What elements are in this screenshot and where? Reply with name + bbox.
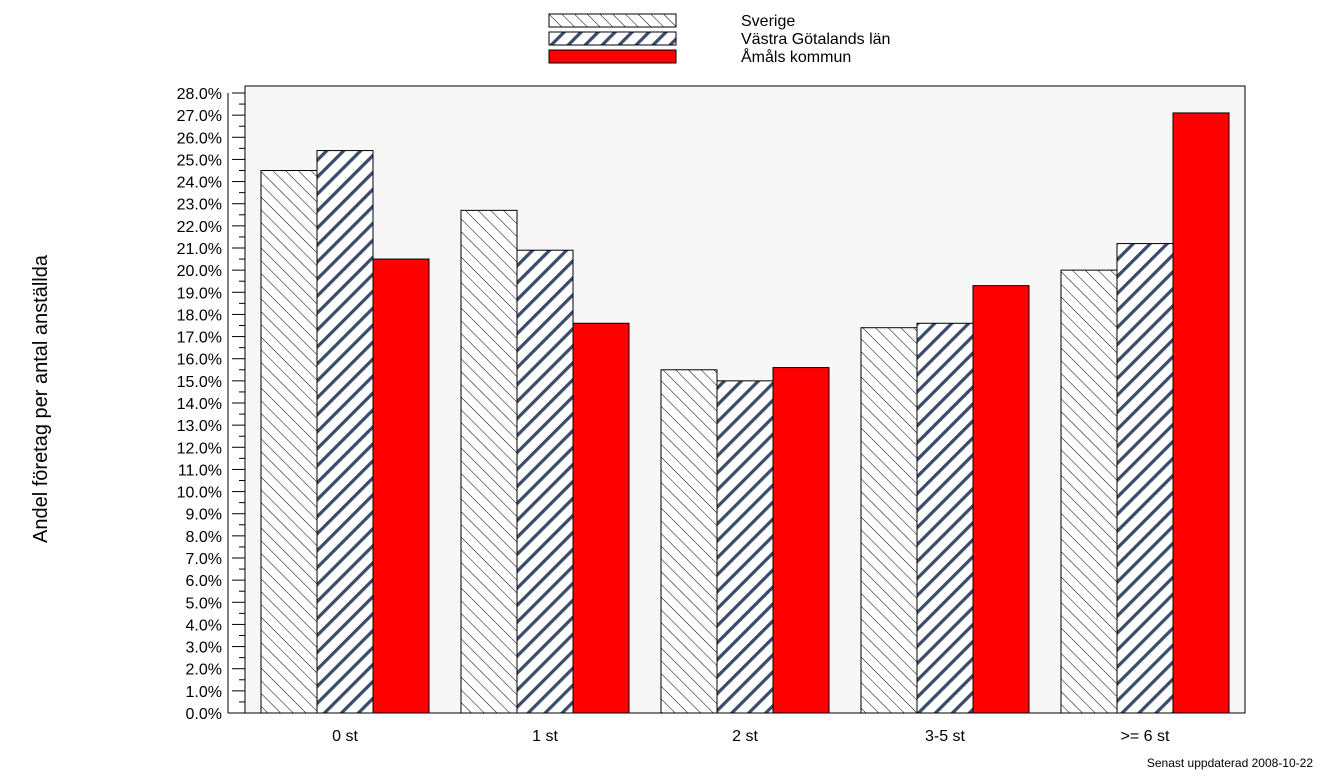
legend-swatch [548, 31, 677, 46]
y-tick-label: 12.0% [177, 440, 222, 457]
bar-2-3 [972, 285, 1030, 714]
y-tick-label: 25.0% [177, 152, 222, 169]
y-tick-label: 20.0% [177, 263, 222, 280]
bar-1-2 [716, 380, 774, 714]
bar-0-4 [1060, 269, 1118, 714]
y-tick-label: 16.0% [177, 352, 222, 369]
y-tick-label: 3.0% [186, 640, 222, 657]
bar-2-1 [572, 322, 630, 714]
y-tick-label: 9.0% [186, 507, 222, 524]
bar-2-0 [372, 258, 430, 714]
legend-swatch [548, 49, 677, 64]
y-tick-label: 19.0% [177, 285, 222, 302]
y-tick-label: 22.0% [177, 219, 222, 236]
y-tick-label: 5.0% [186, 595, 222, 612]
y-tick-label: 21.0% [177, 241, 222, 258]
y-tick-label: 14.0% [177, 396, 222, 413]
x-tick-label: 0 st [332, 728, 358, 745]
footer-updated-note: Senast uppdaterad 2008-10-22 [1147, 756, 1313, 770]
y-tick-label: 26.0% [177, 130, 222, 147]
bar-0-2 [660, 369, 718, 714]
bars [260, 112, 1230, 714]
y-tick-label: 6.0% [186, 573, 222, 590]
y-tick-label: 18.0% [177, 307, 222, 324]
y-tick-label: 17.0% [177, 330, 222, 347]
y-tick-label: 13.0% [177, 418, 222, 435]
y-tick-label: 27.0% [177, 108, 222, 125]
bar-0-0 [260, 170, 318, 714]
y-tick-label: 28.0% [177, 86, 222, 103]
y-tick-label: 10.0% [177, 485, 222, 502]
legend-label: Västra Götalands län [741, 31, 890, 48]
y-tick-label: 15.0% [177, 374, 222, 391]
bar-1-0 [316, 150, 374, 714]
bar-1-1 [516, 249, 574, 714]
x-tick-label: 1 st [532, 728, 558, 745]
bar-1-3 [916, 322, 974, 714]
y-tick-label: 23.0% [177, 197, 222, 214]
y-tick-label: 24.0% [177, 175, 222, 192]
x-tick-label: 2 st [732, 728, 758, 745]
y-tick-label: 8.0% [186, 529, 222, 546]
y-axis: 0.0% 1.0% 2.0% 3.0% 4.0% 5.0% 6.0% 7.0% 8.0% 9.0%… [177, 86, 245, 723]
y-tick-label: 0.0% [186, 706, 222, 723]
bar-0-1 [460, 209, 518, 714]
x-tick-label: 3-5 st [925, 728, 966, 745]
x-axis: 0 st 1 st 2 st 3-5 st >= 6 st [332, 728, 1170, 745]
x-tick-label: >= 6 st [1121, 728, 1170, 745]
bar-2-4 [1172, 112, 1230, 714]
bar-2-2 [772, 367, 830, 714]
y-tick-label: 4.0% [186, 617, 222, 634]
legend-label: Åmåls kommun [741, 47, 851, 66]
y-tick-label: 2.0% [186, 662, 222, 679]
bar-0-3 [860, 327, 918, 714]
legend-swatch [548, 13, 677, 28]
legend-label: Sverige [741, 13, 795, 30]
y-tick-label: 1.0% [186, 684, 222, 701]
y-tick-label: 7.0% [186, 551, 222, 568]
y-axis-title: Andel företag per antal anställda [30, 254, 52, 543]
bar-1-4 [1116, 243, 1174, 714]
y-tick-label: 11.0% [178, 462, 222, 479]
